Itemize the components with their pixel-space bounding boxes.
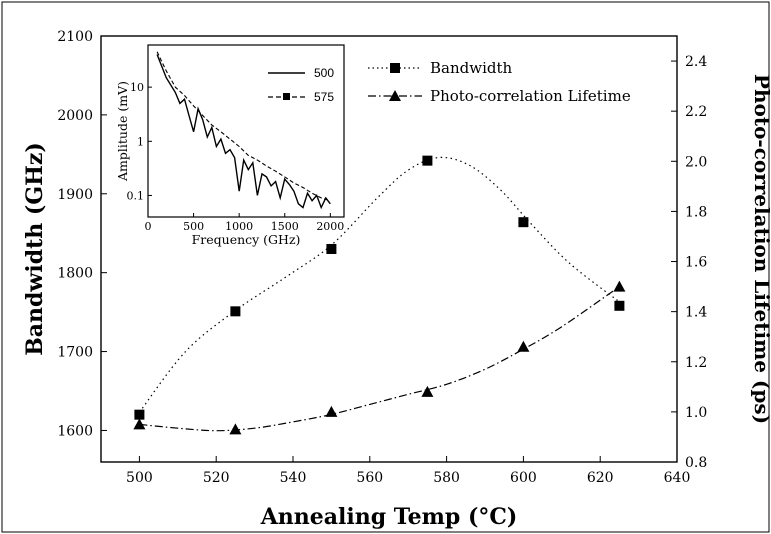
inset-legend: 500 575	[268, 66, 334, 104]
bandwidth-point	[614, 300, 625, 311]
inset-series-575-line	[156, 51, 331, 202]
lifetime-point	[133, 418, 146, 430]
y-left-tick-label: 2000	[57, 108, 93, 124]
x-tick-label: 540	[280, 470, 307, 486]
inset-legend-label-575: 575	[314, 90, 334, 104]
inset-x-tick-label: 1500	[271, 220, 299, 233]
lifetime-fit-line	[139, 286, 620, 432]
inset-x-tick-label: 500	[183, 220, 204, 233]
main-series-layer	[133, 155, 626, 435]
inset-x-tick-label: 2000	[316, 220, 344, 233]
inset-y-axis-title: Amplitude (mV)	[115, 81, 130, 182]
y-right-tick-label: 1.8	[685, 204, 707, 220]
x-tick-label: 500	[126, 470, 153, 486]
bandwidth-point	[230, 306, 241, 317]
y-right-tick-label: 2.4	[685, 54, 707, 70]
y-right-tick-label: 1.2	[685, 355, 707, 371]
y-left-tick-label: 1700	[57, 345, 93, 361]
y-left-tick-label: 2100	[57, 29, 93, 45]
y-left-tick-label: 1800	[57, 266, 93, 282]
x-tick-label: 640	[664, 470, 691, 486]
bandwidth-point	[422, 155, 433, 166]
y-right-tick-label: 2.0	[685, 154, 707, 170]
bandwidth-fit-line	[138, 156, 620, 413]
lifetime-point	[229, 423, 242, 435]
legend-marker-bandwidth	[390, 63, 400, 73]
inset-chart: 0 500 1000 1500 2000 0.1 1 10 Frequency (GHz) A…	[115, 44, 345, 247]
y-right-tick-label: 2.2	[685, 104, 707, 120]
legend-label-lifetime: Photo-correlation Lifetime	[430, 87, 631, 105]
y-axis-right-title: Photo-correlation Lifetime (ps)	[750, 74, 771, 424]
x-tick-label: 580	[433, 470, 460, 486]
inset-y-tick-label: 1	[137, 135, 144, 148]
y-right-tick-label: 0.8	[685, 455, 707, 471]
bandwidth-point	[326, 244, 337, 254]
bandwidth-point	[134, 409, 145, 420]
plot-area-frame	[100, 35, 678, 463]
legend-marker-lifetime	[389, 90, 401, 101]
lifetime-point	[613, 280, 626, 292]
lifetime-point	[421, 385, 434, 397]
x-tick-label: 600	[510, 470, 537, 486]
inset-frame	[147, 44, 345, 218]
legend: Bandwidth Photo-correlation Lifetime	[368, 59, 631, 105]
inset-x-tick-label: 1000	[225, 220, 253, 233]
x-tick-label: 620	[587, 470, 614, 486]
y-axis-left-title: Bandwidth (GHz)	[22, 142, 48, 356]
inset-x-tick-label: 0	[145, 220, 152, 233]
x-tick-label: 520	[203, 470, 230, 486]
y-left-tick-label: 1600	[57, 423, 93, 439]
lifetime-point	[517, 340, 530, 352]
inset-y-tick-label: 0.1	[127, 189, 145, 202]
x-tick-label: 560	[356, 470, 383, 486]
y-right-tick-label: 1.0	[685, 405, 707, 421]
inset-legend-label-500: 500	[314, 66, 334, 80]
inset-series-layer	[156, 51, 331, 210]
inset-x-axis-title: Frequency (GHz)	[192, 232, 301, 247]
inset-legend-marker-575	[283, 93, 290, 100]
y-right-tick-label: 1.4	[685, 305, 707, 321]
inset-y-tick-label: 10	[130, 81, 144, 94]
y-left-tick-label: 1900	[57, 187, 93, 203]
main-axes-ticks: 500 520 540 560 580 600 620 640 1600 1700 1800 1900…	[57, 29, 707, 486]
legend-label-bandwidth: Bandwidth	[430, 59, 512, 77]
lifetime-point	[325, 405, 338, 417]
x-axis-title: Annealing Temp (°C)	[260, 504, 518, 530]
inset-series-500-line	[156, 54, 331, 210]
bandwidth-point	[518, 217, 529, 228]
inset-axes-ticks: 0 500 1000 1500 2000 0.1 1 10	[127, 81, 345, 233]
y-right-tick-label: 1.6	[685, 255, 707, 271]
